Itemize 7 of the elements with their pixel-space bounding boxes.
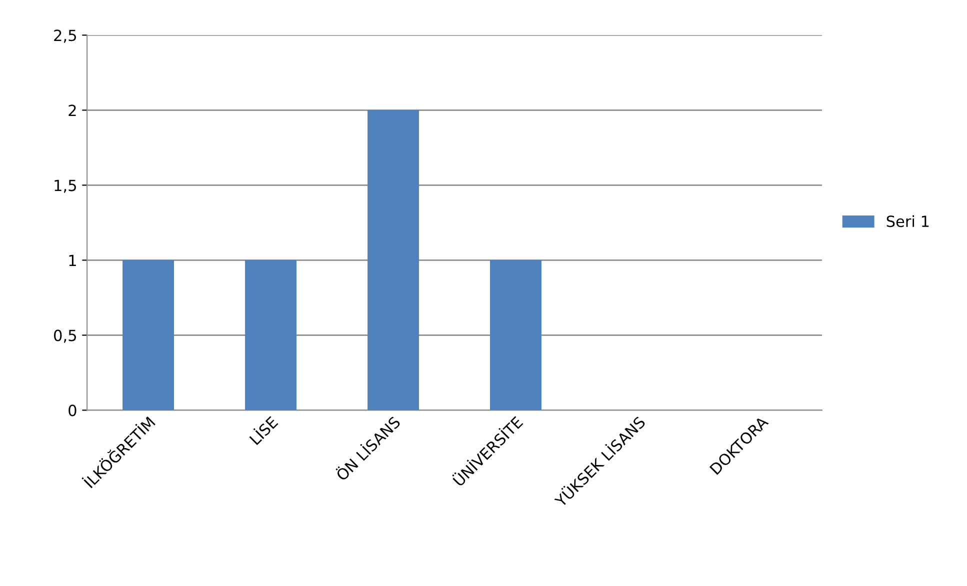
legend-label: Seri 1: [886, 215, 929, 228]
y-tick-label: 2: [68, 104, 76, 116]
y-tick-label: 1,5: [54, 180, 76, 193]
y-tick-label: 2,5: [54, 30, 76, 43]
y-tick-label: 0,5: [54, 330, 76, 343]
y-tick-label: 0: [68, 404, 76, 416]
y-tick-label: 1: [69, 254, 76, 266]
